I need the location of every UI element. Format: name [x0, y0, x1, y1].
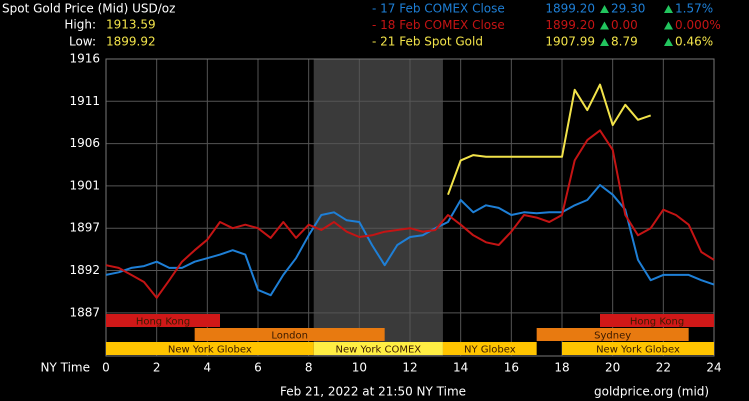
- y-tick-label: 1901: [69, 178, 100, 192]
- legend-entry: - 17 Feb COMEX Close: [372, 2, 505, 16]
- legend-entry: - 21 Feb Spot Gold: [372, 35, 483, 49]
- session-bar: [562, 342, 714, 355]
- x-tick-label: 24: [706, 361, 721, 375]
- x-tick-label: 18: [554, 361, 569, 375]
- legend-change: 29.30: [611, 2, 645, 16]
- legend-close: 1907.99: [545, 35, 595, 49]
- y-tick-label: 1906: [69, 136, 100, 150]
- session-label: NY Globex: [464, 345, 516, 356]
- x-tick-label: 4: [204, 361, 212, 375]
- session-label: Sydney: [594, 331, 631, 342]
- legend-change: 8.79: [611, 35, 638, 49]
- x-axis-label: NY Time: [41, 361, 91, 375]
- session-bar: [536, 328, 689, 341]
- high-label: High:: [64, 18, 96, 32]
- up-arrow: [664, 5, 673, 13]
- session-label: London: [271, 331, 308, 342]
- source: goldprice.org (mid): [594, 385, 709, 399]
- x-tick-label: 12: [402, 361, 417, 375]
- session-label: New York Globex: [168, 345, 252, 356]
- x-tick-label: 10: [352, 361, 367, 375]
- x-tick-label: 2: [153, 361, 161, 375]
- price-line: [105, 129, 715, 299]
- legend-close: 1899.20: [545, 18, 595, 32]
- x-tick-label: 6: [254, 361, 262, 375]
- legend-change: 0.00: [611, 18, 638, 32]
- footer: Feb 21, 2022 at 21:50 NY Time: [280, 385, 466, 399]
- session-label: Hong Kong: [136, 317, 190, 328]
- up-arrow: [600, 21, 609, 30]
- y-tick-label: 1887: [69, 305, 100, 319]
- session-bar: [106, 342, 314, 355]
- y-tick-label: 1897: [69, 221, 100, 235]
- legend-entry: - 18 Feb COMEX Close: [372, 18, 505, 32]
- chart-title: Spot Gold Price (Mid) USD/oz: [2, 2, 175, 16]
- plot-border: [105, 58, 715, 357]
- session-label: New York COMEX: [336, 345, 422, 356]
- legend-close: 1899.20: [545, 2, 595, 16]
- legend-change-pct: 0.46%: [675, 35, 713, 49]
- low-label: Low:: [69, 35, 96, 49]
- session-bar: [106, 314, 220, 327]
- legend-change-pct: 1.57%: [675, 2, 713, 16]
- x-tick-label: 20: [605, 361, 620, 375]
- price-line: [105, 184, 715, 297]
- y-tick-label: 1911: [69, 94, 100, 108]
- x-tick-label: 14: [453, 361, 468, 375]
- session-bar: [442, 342, 537, 355]
- up-arrow: [600, 38, 609, 46]
- up-arrow: [664, 21, 673, 30]
- session-bar: [600, 314, 714, 327]
- x-tick-label: 16: [504, 361, 519, 375]
- high-value: 1913.59: [106, 18, 156, 32]
- session-bar: [194, 328, 385, 341]
- y-tick-label: 1892: [69, 263, 100, 277]
- comex-shade: [313, 59, 443, 356]
- low-value: 1899.92: [106, 35, 156, 49]
- x-tick-label: 22: [656, 361, 671, 375]
- price-line: [447, 83, 652, 196]
- session-label: Hong Kong: [630, 317, 684, 328]
- session-bar: [313, 342, 443, 355]
- x-tick-label: 8: [305, 361, 313, 375]
- legend-change-pct: 0.000%: [675, 18, 721, 32]
- x-tick-label: 0: [102, 361, 110, 375]
- up-arrow: [600, 5, 609, 13]
- session-label: New York Globex: [596, 345, 680, 356]
- y-tick-label: 1916: [69, 52, 100, 66]
- up-arrow: [664, 38, 673, 46]
